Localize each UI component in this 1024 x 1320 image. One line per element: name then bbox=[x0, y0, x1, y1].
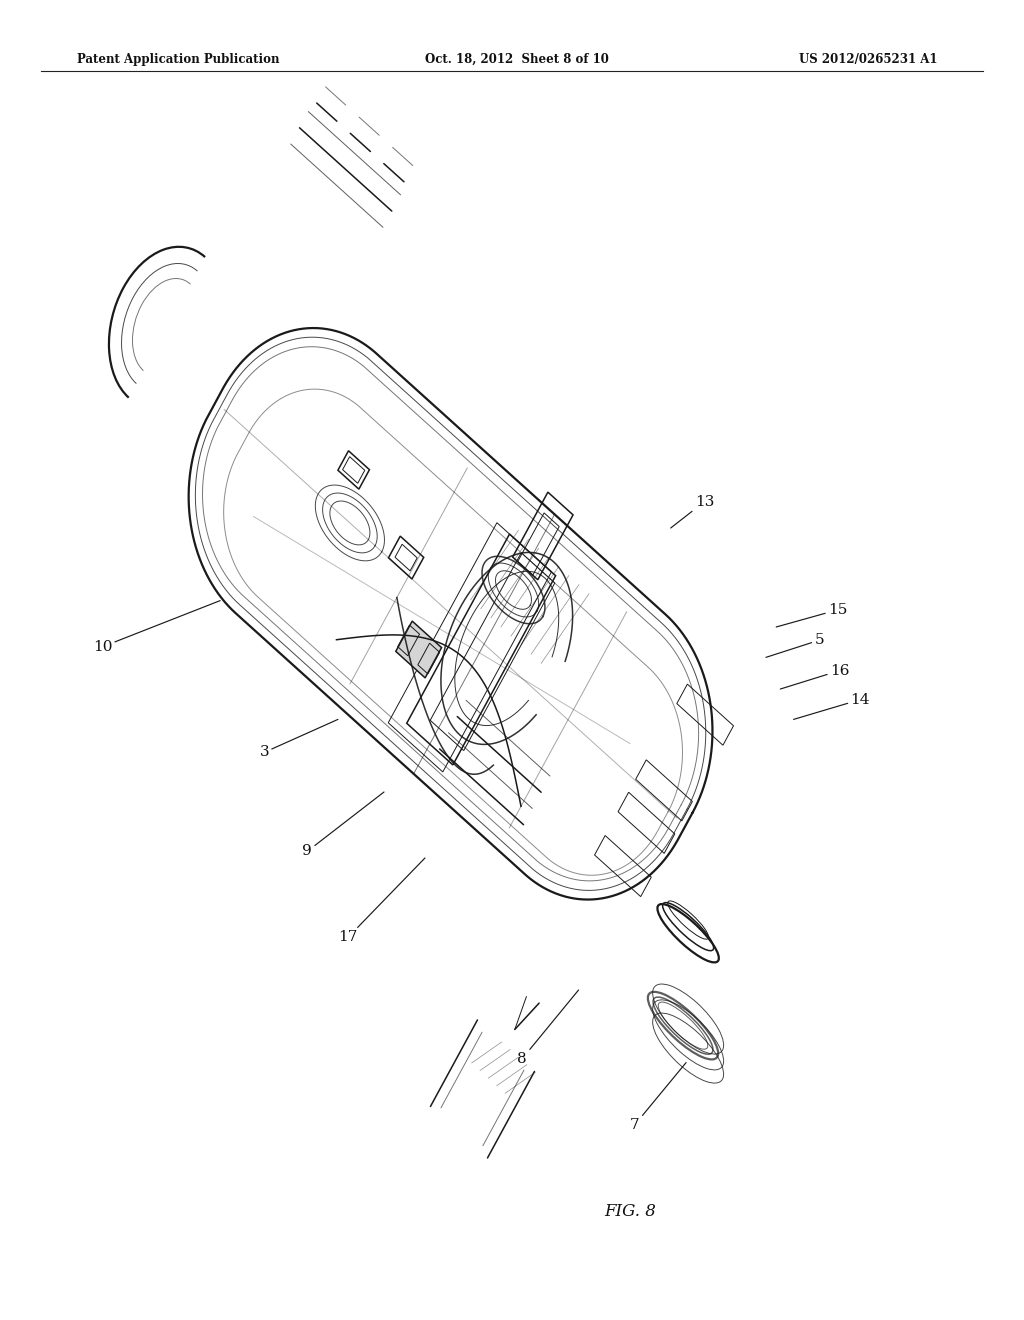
Text: Oct. 18, 2012  Sheet 8 of 10: Oct. 18, 2012 Sheet 8 of 10 bbox=[425, 53, 609, 66]
Polygon shape bbox=[396, 622, 441, 678]
Text: 15: 15 bbox=[776, 603, 847, 627]
Text: 13: 13 bbox=[671, 495, 714, 528]
Text: 17: 17 bbox=[339, 858, 425, 944]
Text: 3: 3 bbox=[259, 719, 338, 759]
Text: 8: 8 bbox=[517, 990, 579, 1065]
Text: 10: 10 bbox=[92, 601, 220, 653]
Text: FIG. 8: FIG. 8 bbox=[604, 1204, 656, 1220]
Text: Patent Application Publication: Patent Application Publication bbox=[77, 53, 280, 66]
Text: 16: 16 bbox=[780, 664, 850, 689]
Text: US 2012/0265231 A1: US 2012/0265231 A1 bbox=[799, 53, 937, 66]
Text: 7: 7 bbox=[630, 1063, 686, 1131]
Text: 14: 14 bbox=[794, 693, 870, 719]
Text: 9: 9 bbox=[302, 792, 384, 858]
Text: 5: 5 bbox=[766, 634, 824, 657]
